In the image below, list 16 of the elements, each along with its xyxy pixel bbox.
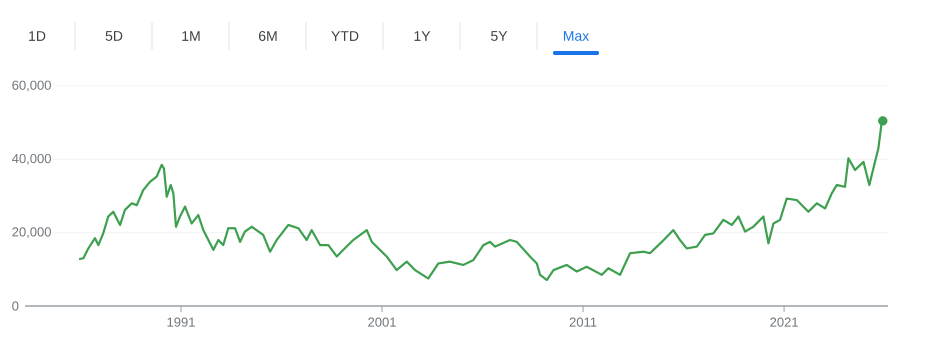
text: 1Y	[414, 31, 430, 41]
x-tick-label: 2021	[770, 318, 798, 327]
text: 1M	[182, 31, 200, 41]
x-tick-label: 1991	[168, 318, 195, 327]
x-tick-label: 2001	[368, 318, 396, 327]
y-tick-label: 20,000	[12, 227, 51, 238]
text: 5D	[106, 31, 122, 41]
y-tick-label: 60,000	[12, 80, 51, 92]
y-tick-label: 0	[12, 301, 18, 311]
text: 1D	[29, 31, 46, 41]
text: 6M	[259, 31, 277, 41]
y-tick-label: 40,000	[12, 154, 51, 165]
x-tick-label: 2011	[570, 318, 596, 327]
text: Max	[564, 31, 590, 41]
text: 5Y	[491, 31, 508, 41]
text: YTD	[331, 31, 358, 41]
